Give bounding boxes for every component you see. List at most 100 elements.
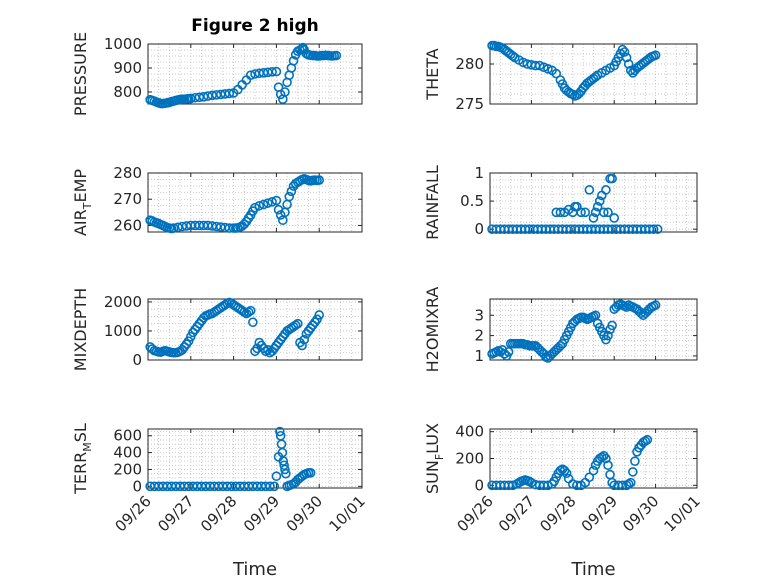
data-point <box>628 467 638 477</box>
x-tick-label: 09/30 <box>619 492 662 535</box>
data-point <box>299 334 310 345</box>
data-point <box>254 200 265 211</box>
y-axis-label: TERRMSL <box>71 423 94 495</box>
data-point <box>567 89 578 100</box>
data-point <box>269 481 280 492</box>
y-tick-label: 270 <box>113 190 142 208</box>
grid <box>489 299 698 360</box>
data-point <box>271 195 282 206</box>
data-point <box>248 317 258 328</box>
data-point <box>603 207 613 218</box>
data-point <box>625 65 636 76</box>
y-axis-label: AIRTEMP <box>71 169 94 236</box>
x-tick-label: 09/29 <box>240 492 283 535</box>
data-point <box>652 224 663 234</box>
subplot-6: 1 2 3 H2OMIXRA <box>423 287 698 373</box>
data-point <box>314 310 325 320</box>
y-tick-label: 400 <box>455 423 484 441</box>
x-tick-label: 10/01 <box>661 492 704 535</box>
data-point <box>245 70 256 80</box>
data-point <box>559 465 570 476</box>
data-point <box>555 207 566 218</box>
data-point <box>596 452 607 462</box>
series-markers <box>487 40 661 101</box>
series-markers <box>487 173 663 234</box>
series-markers <box>145 426 316 492</box>
x-tick-label: 09/28 <box>197 492 240 535</box>
y-tick-label: 0 <box>474 220 484 238</box>
y-axis-label: SUNFLUX <box>423 423 446 494</box>
data-point <box>297 340 307 351</box>
data-point <box>224 88 235 99</box>
x-tick-label: 09/30 <box>283 492 326 535</box>
subplot-1: 800 900 1000 PRESSURE <box>71 32 363 116</box>
y-tick-label: 1000 <box>104 322 142 340</box>
data-point <box>621 52 632 63</box>
y-axis-label: H2OMIXRA <box>423 287 442 373</box>
data-point <box>636 308 646 319</box>
subplot-4: 0 0.5 1 RAINFALL <box>423 164 698 240</box>
data-point <box>280 464 290 475</box>
data-point <box>609 213 620 223</box>
data-point <box>607 320 617 331</box>
data-point <box>305 468 316 478</box>
data-point <box>331 50 342 61</box>
y-tick-label: 3 <box>474 306 484 324</box>
subplot-5: 0 1000 2000 MIXDEPTH <box>71 288 363 371</box>
x-axis-label: Time <box>232 559 277 580</box>
y-tick-label: 400 <box>113 444 142 462</box>
series-markers <box>487 434 653 491</box>
y-tick-label: 1000 <box>104 35 142 53</box>
plot-area <box>147 428 363 489</box>
data-point <box>572 480 582 491</box>
y-tick-label: 0.5 <box>460 192 484 210</box>
x-tick-label: 09/26 <box>454 492 497 535</box>
y-tick-label: 1 <box>474 347 484 365</box>
data-point <box>576 207 586 218</box>
data-point <box>267 67 277 77</box>
series-markers <box>145 297 325 358</box>
grid <box>489 172 698 232</box>
data-point <box>284 191 295 202</box>
y-tick-label: 275 <box>455 95 484 113</box>
y-tick-label: 2000 <box>104 293 142 311</box>
data-point <box>619 47 630 57</box>
data-point <box>603 330 613 341</box>
subplot-3: 260 270 280 AIRTEMP <box>71 164 363 236</box>
y-axis-label: MIXDEPTH <box>71 288 90 371</box>
y-tick-label: 200 <box>113 460 142 478</box>
data-point <box>630 456 640 466</box>
data-point <box>286 186 297 197</box>
series-markers <box>487 299 661 363</box>
plot-area <box>489 172 698 233</box>
data-point <box>601 185 611 195</box>
x-axis-label: Time <box>570 559 615 580</box>
data-point <box>650 300 661 310</box>
data-point <box>258 199 269 210</box>
axes-frame <box>147 43 363 105</box>
y-tick-label: 280 <box>113 164 142 182</box>
data-point <box>265 481 275 492</box>
data-point <box>281 468 291 479</box>
data-point <box>640 436 651 446</box>
x-tick-label: 10/01 <box>326 492 369 535</box>
y-tick-label: 900 <box>113 59 142 77</box>
data-point <box>588 465 599 476</box>
data-point <box>275 426 285 437</box>
y-tick-label: 0 <box>132 477 142 495</box>
data-point <box>648 224 659 234</box>
data-point <box>594 196 605 206</box>
data-point <box>580 207 591 218</box>
y-axis-label: THETA <box>423 48 442 100</box>
data-point <box>267 197 277 207</box>
data-point <box>617 480 628 491</box>
y-tick-label: 2 <box>474 327 484 345</box>
data-point <box>642 434 653 445</box>
data-point <box>588 213 599 223</box>
data-point <box>271 471 282 482</box>
data-point <box>650 50 661 61</box>
data-point <box>239 307 250 317</box>
